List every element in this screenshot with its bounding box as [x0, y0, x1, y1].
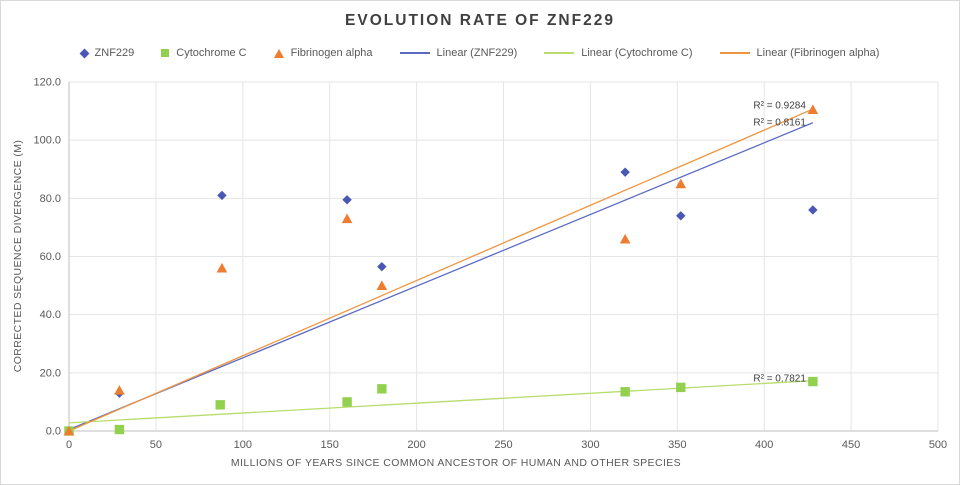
- x-axis-title: MILLIONS OF YEARS SINCE COMMON ANCESTOR …: [230, 457, 682, 469]
- y-tick-label: 40.0: [40, 309, 61, 321]
- r-squared-label-linear-fibrinogen-alpha: R² = 0.9284: [753, 100, 806, 111]
- y-tick-label: 0.0: [46, 426, 61, 438]
- y-tick-label: 60.0: [40, 251, 61, 263]
- data-point-diamond-znf229: [620, 167, 630, 177]
- line-marker-icon: [399, 52, 430, 54]
- chart-legend: ZNF229 Cytochrome C Fibrinogen alpha Linear…: [1, 47, 959, 59]
- chart-title: EVOLUTION RATE OF ZNF229: [345, 12, 615, 29]
- x-tick-label: 500: [929, 439, 947, 451]
- data-point-square-cytochrome-c: [808, 376, 818, 387]
- legend-item-cytochrome-c: Cytochrome C: [161, 47, 247, 59]
- y-tick-label: 80.0: [40, 193, 61, 205]
- trendline-linear-cytochrome-c: [68, 380, 813, 424]
- data-point-diamond-znf229: [808, 205, 818, 215]
- y-tick-label: 120.0: [33, 77, 61, 89]
- y-tick-label: 100.0: [33, 135, 61, 147]
- data-point-diamond-znf229: [342, 195, 352, 205]
- data-point-diamond-znf229: [676, 211, 686, 221]
- x-tick-label: 400: [755, 439, 773, 451]
- x-tick-label: 200: [407, 439, 425, 451]
- data-point-square-cytochrome-c: [215, 400, 225, 410]
- data-point-triangle-fibrinogen-alpha: [114, 385, 125, 395]
- data-point-square-cytochrome-c: [342, 397, 352, 407]
- legend-item-znf229: ZNF229: [79, 47, 135, 59]
- x-tick-label: 50: [150, 439, 162, 451]
- legend-item-label: Fibrinogen alpha: [290, 47, 373, 59]
- square-marker-icon: [161, 49, 170, 57]
- data-point-triangle-fibrinogen-alpha: [619, 233, 631, 244]
- y-axis-title: CORRECTED SEQUENCE DIVERGENCE (M): [12, 139, 24, 373]
- data-point-triangle-fibrinogen-alpha: [63, 425, 75, 436]
- legend-item-label: ZNF229: [94, 47, 135, 59]
- data-point-triangle-fibrinogen-alpha: [341, 213, 353, 224]
- data-point-square-cytochrome-c: [114, 424, 125, 435]
- legend-item-label: Cytochrome C: [176, 47, 247, 59]
- x-tick-label: 150: [321, 439, 339, 451]
- data-point-triangle-fibrinogen-alpha: [807, 104, 819, 115]
- y-tick-label: 20.0: [40, 367, 61, 379]
- trendline-linear-fibrinogen-alpha: [68, 108, 814, 432]
- legend-item-label: Linear (Cytochrome C): [581, 47, 693, 59]
- r-squared-label-linear-znf229: R² = 0.8161: [753, 117, 806, 128]
- r-squared-label-linear-cytochrome-c: R² = 0.7821: [753, 374, 806, 385]
- x-tick-label: 350: [668, 439, 686, 451]
- legend-item-fibrinogen-alpha: Fibrinogen alpha: [273, 47, 373, 59]
- trendline-linear-znf229: [68, 122, 814, 431]
- triangle-marker-icon: [273, 48, 284, 58]
- x-tick-label: 250: [494, 439, 512, 451]
- line-marker-icon: [719, 52, 750, 54]
- data-point-square-cytochrome-c: [620, 387, 630, 397]
- legend-item-label: Linear (Fibrinogen alpha): [756, 47, 880, 59]
- data-point-square-cytochrome-c: [377, 384, 387, 394]
- data-point-triangle-fibrinogen-alpha: [216, 262, 228, 273]
- data-point-square-cytochrome-c: [676, 382, 686, 393]
- legend-item-linear-fibrinogen-alpha: Linear (Fibrinogen alpha): [719, 47, 880, 59]
- x-tick-label: 100: [234, 439, 252, 451]
- legend-item-linear-cytochrome-c: Linear (Cytochrome C): [544, 47, 693, 59]
- data-point-triangle-fibrinogen-alpha: [675, 178, 687, 189]
- x-tick-label: 300: [581, 439, 599, 451]
- x-tick-label: 0: [66, 439, 72, 451]
- legend-item-linear-znf229: Linear (ZNF229): [399, 47, 518, 59]
- legend-item-label: Linear (ZNF229): [436, 47, 518, 59]
- data-point-triangle-fibrinogen-alpha: [376, 280, 388, 290]
- data-point-diamond-znf229: [217, 190, 227, 201]
- line-marker-icon: [544, 52, 575, 54]
- x-tick-label: 450: [842, 439, 860, 451]
- data-point-diamond-znf229: [377, 261, 387, 272]
